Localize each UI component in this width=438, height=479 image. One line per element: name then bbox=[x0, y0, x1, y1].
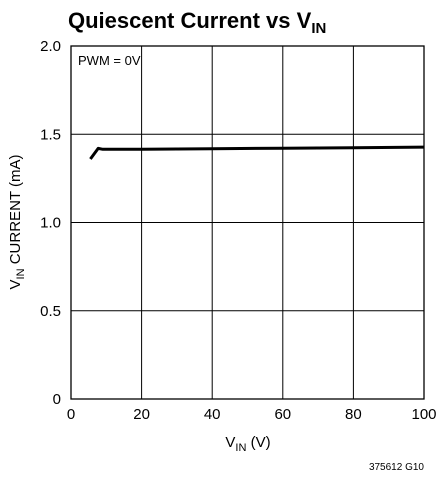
chart-title: Quiescent Current vs VIN bbox=[68, 8, 326, 37]
series-layer bbox=[89, 145, 425, 160]
x-tick-label: 40 bbox=[204, 406, 221, 423]
x-tick-label: 80 bbox=[345, 406, 362, 423]
plot-frame bbox=[70, 45, 425, 400]
grid bbox=[71, 46, 424, 399]
y-axis-label-sub: IN bbox=[15, 268, 27, 279]
x-tick-label: 60 bbox=[274, 406, 291, 423]
y-tick-label: 0 bbox=[53, 391, 61, 408]
x-tick-label: 100 bbox=[411, 406, 436, 423]
series-line-0 bbox=[89, 145, 425, 160]
y-tick-label: 2.0 bbox=[40, 38, 61, 55]
y-axis-label-suffix: CURRENT (mA) bbox=[7, 155, 24, 269]
y-tick-label: 0.5 bbox=[40, 303, 61, 320]
y-tick-label: 1.0 bbox=[40, 215, 61, 232]
annotation-pwm: PWM = 0V bbox=[78, 53, 141, 68]
x-tick-label: 0 bbox=[67, 406, 75, 423]
y-axis-label-main: V bbox=[7, 279, 24, 289]
x-axis-label-sub: IN bbox=[235, 442, 246, 454]
chart-title-sub: IN bbox=[311, 20, 326, 37]
y-axis-label: VIN CURRENT (mA) bbox=[7, 155, 27, 290]
x-tick-label: 20 bbox=[133, 406, 150, 423]
y-tick-labels: 0 0.5 1.0 1.5 2.0 bbox=[40, 38, 61, 408]
x-tick-labels: 0 20 40 60 80 100 bbox=[67, 406, 437, 423]
chart-title-main: Quiescent Current vs V bbox=[68, 8, 312, 33]
x-axis-label-suffix: (V) bbox=[246, 434, 270, 451]
figure-code: 375612 G10 bbox=[369, 462, 424, 473]
x-axis-label: VIN (V) bbox=[225, 434, 270, 454]
y-tick-label: 1.5 bbox=[40, 126, 61, 143]
x-axis-label-main: V bbox=[225, 434, 235, 451]
